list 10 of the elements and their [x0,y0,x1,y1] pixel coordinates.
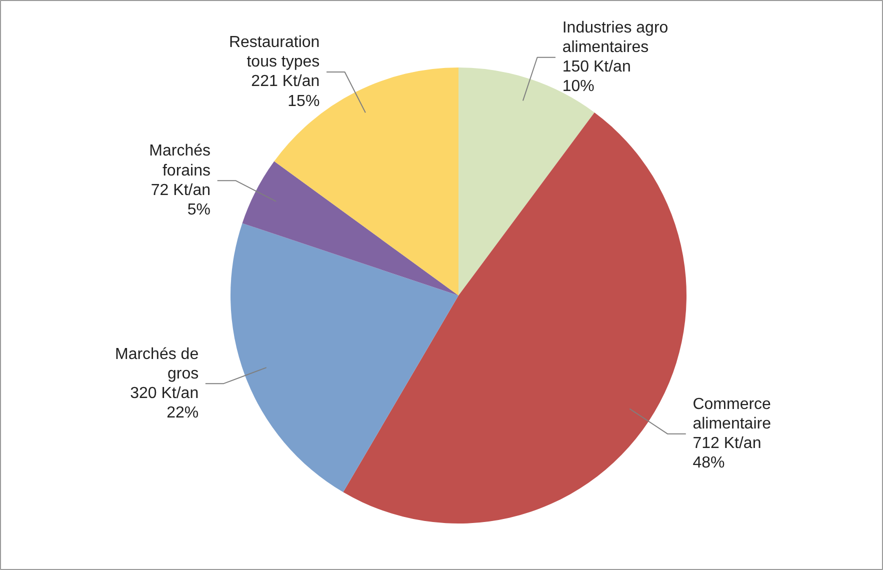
slice-label: Industries agro alimentaires [562,20,668,56]
slice-label: Restauration tous types [228,34,320,71]
slice-label: Commerce alimentaire [692,396,772,433]
data-label: 320 Kt/an 22% [130,384,199,422]
data-label: 72 Kt/an 5% [150,182,211,218]
data-label: 221 Kt/an 15% [251,73,320,110]
data-label: 712 Kt/an 48% [692,435,762,472]
data-label: 150 Kt/an 10% [562,58,631,96]
slice-label: Marchés forains [149,142,211,180]
slice-label: Marchés de gros [115,346,199,382]
